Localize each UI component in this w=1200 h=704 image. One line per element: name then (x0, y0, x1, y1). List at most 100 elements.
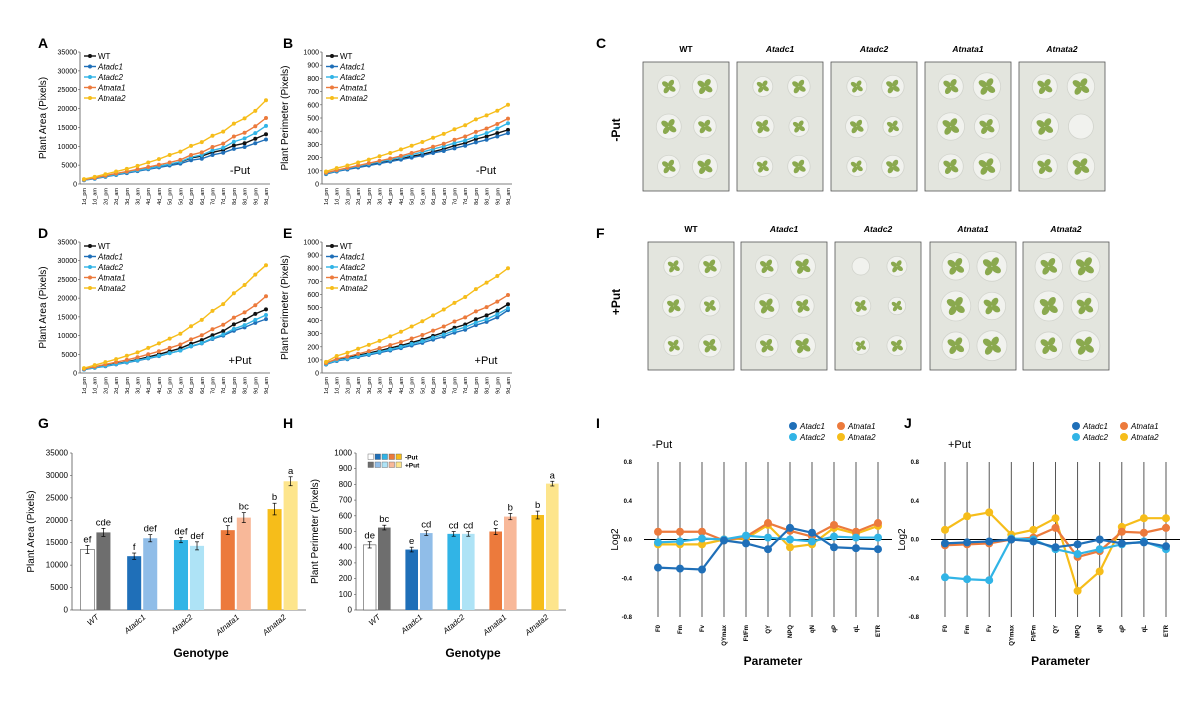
y-axis-label: Plant Area (Pixels) (38, 266, 49, 348)
well-icon (977, 291, 1007, 321)
y-tick-label: 30000 (58, 68, 78, 75)
leaf-icon (802, 338, 809, 346)
well-icon (657, 74, 681, 99)
data-point-atadc1 (830, 543, 838, 552)
leaf-icon (794, 126, 800, 133)
significance-letter: bc (239, 502, 249, 513)
leaf-icon (1048, 305, 1058, 314)
x-tick-label: 2d_am (114, 188, 120, 205)
data-point-atadc2 (409, 341, 414, 346)
leaf-icon (1080, 78, 1088, 87)
well-icon (937, 73, 964, 100)
well-icon (936, 112, 965, 141)
data-point-atadc1 (1162, 542, 1170, 551)
data-point-atnata1 (210, 327, 215, 332)
data-point-atnata2 (1029, 525, 1038, 534)
leaf-icon (766, 298, 773, 307)
data-point-atnata2 (167, 336, 172, 341)
data-point-atadc2 (473, 134, 478, 139)
data-point-atnata1 (420, 148, 425, 153)
x-tick-label-atadc2: Atadc2 (441, 612, 467, 636)
well-icon (699, 295, 721, 317)
data-point-atnata1 (698, 527, 706, 536)
leaf-icon (697, 160, 706, 168)
legend-swatch-atnata1 (388, 453, 395, 460)
data-point-atadc1 (941, 539, 949, 548)
bar-atadc2-plus-put (190, 545, 205, 610)
data-point-atadc1 (199, 156, 204, 161)
legend-label-wt: WT (340, 242, 353, 251)
y-tick-label: 500 (307, 116, 319, 123)
data-point-atadc2 (377, 349, 382, 354)
data-point-atnata2 (114, 357, 119, 362)
x-tick-label: 3d_am (378, 377, 384, 394)
data-point-atnata1 (199, 333, 204, 338)
x-tick-label: 6d_am (442, 188, 448, 205)
data-point-atnata2 (82, 177, 86, 182)
leaf-icon (947, 259, 956, 268)
significance-letter: def (144, 524, 158, 535)
x-tick-label: 9d_pm (253, 188, 259, 205)
data-point-atadc2 (698, 534, 706, 543)
leaf-icon (949, 266, 957, 275)
leaf-icon (890, 261, 897, 267)
leaf-icon (668, 118, 675, 127)
leaf-icon (798, 165, 806, 172)
data-point-atnata1 (441, 141, 446, 146)
well-icon (937, 153, 964, 180)
x-tick-label: 9d_pm (253, 377, 259, 394)
y-tick-label: 20000 (58, 296, 78, 303)
data-point-atadc2 (156, 353, 161, 358)
data-point-atnata2 (495, 108, 500, 113)
legend-label-atadc1: Atadc1 (339, 253, 365, 262)
photo-row-label-plus-put: +Put (609, 289, 623, 315)
leaf-icon (766, 344, 774, 351)
well-icon (1069, 330, 1101, 362)
x-tick-label-fv: Fv (987, 624, 993, 632)
legend-label-atnata1: Atnata1 (339, 274, 368, 283)
data-point-atnata2 (135, 163, 140, 168)
leaf-icon (766, 338, 773, 346)
leaf-icon (1072, 80, 1082, 88)
y-tick-label: 900 (307, 253, 319, 260)
leaf-icon (669, 345, 675, 352)
leaf-icon (1038, 126, 1046, 135)
data-point-wt (506, 127, 510, 132)
y-tick-label: 0.8 (624, 460, 633, 466)
legend-label-atadc1: Atadc1 (1082, 422, 1108, 431)
legend-label-wt: WT (98, 242, 111, 251)
data-point-atadc2 (210, 148, 215, 153)
y-tick-label: 0 (73, 371, 77, 378)
leaf-icon (802, 344, 811, 352)
x-tick-label: 9d_pm (495, 377, 501, 394)
y-tick-label: 25000 (58, 87, 78, 94)
data-point-atnata1 (156, 349, 161, 354)
data-point-atnata2 (377, 154, 382, 159)
bar-wt-plus-put (378, 527, 391, 610)
data-point-atnata1 (356, 351, 361, 356)
data-point-atadc1 (985, 537, 994, 546)
leaf-icon (892, 266, 898, 273)
legend-marker-atnata2 (88, 96, 92, 100)
data-point-atadc1 (210, 152, 215, 157)
condition-label: +Put (948, 439, 971, 451)
leaf-icon (699, 86, 706, 95)
y-axis-label: Plant Perimeter (Pixels) (310, 479, 321, 584)
data-point-atnata1 (473, 129, 478, 134)
panel-label-C: C (596, 35, 606, 51)
x-tick-label-npq: NPQ (1076, 625, 1082, 638)
data-point-atnata1 (441, 324, 446, 329)
data-point-atnata2 (253, 272, 258, 277)
data-point-atadc2 (463, 325, 468, 330)
significance-letter: bc (379, 514, 389, 525)
leaf-icon (856, 125, 864, 132)
data-point-atadc1 (654, 563, 662, 572)
data-point-atnata2 (366, 157, 371, 162)
well-icon (787, 74, 811, 99)
photo-label-atadc2: Atadc2 (863, 224, 893, 234)
leaf-icon (887, 166, 894, 174)
well-icon (791, 294, 815, 318)
x-tick-label: 1d_am (335, 188, 341, 205)
data-point-atadc1 (874, 545, 882, 554)
data-point-atnata2 (114, 169, 119, 174)
